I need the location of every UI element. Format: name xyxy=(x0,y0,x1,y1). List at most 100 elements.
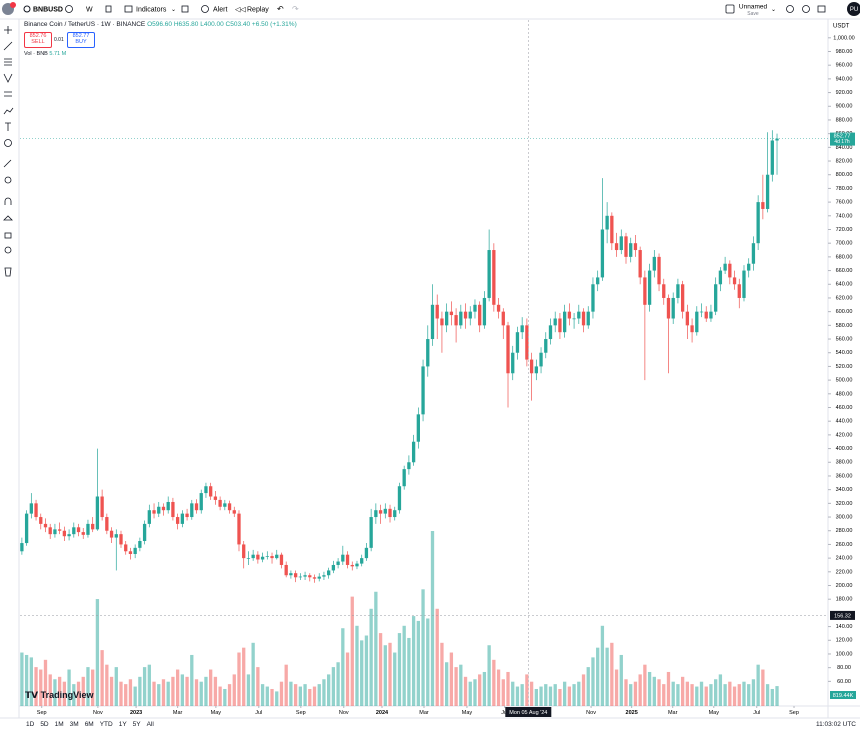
volume-bar xyxy=(657,679,661,706)
volume-bar xyxy=(742,681,746,706)
volume-bar xyxy=(360,640,364,706)
volume-bar xyxy=(48,674,52,706)
volume-bar xyxy=(119,681,123,706)
text-tool[interactable] xyxy=(5,122,11,131)
trend-line-tool[interactable] xyxy=(3,41,13,51)
candle-body xyxy=(171,501,175,518)
replay[interactable]: Replay xyxy=(247,6,269,13)
volume-bar xyxy=(586,667,590,706)
range-button[interactable]: 6M xyxy=(84,721,94,728)
candle-body xyxy=(284,564,288,576)
range-button[interactable]: 1M xyxy=(54,721,64,728)
add-symbol[interactable] xyxy=(65,5,73,13)
range-button[interactable]: YTD xyxy=(99,721,113,728)
draw-mode[interactable] xyxy=(3,215,13,221)
layout-name[interactable]: Unnamed xyxy=(739,4,768,11)
candle-body xyxy=(72,527,76,535)
y-tick-label: 840.00 xyxy=(836,145,853,151)
y-tick-label: 420.00 xyxy=(836,432,853,438)
replay-icon[interactable]: ◁◁ xyxy=(235,6,246,13)
range-button[interactable]: 5Y xyxy=(132,721,141,728)
dropdown[interactable]: ⌄ xyxy=(171,7,176,13)
volume-bar xyxy=(355,625,359,706)
magnet-tool[interactable] xyxy=(4,197,12,205)
candle-body xyxy=(440,318,444,326)
crosshair-tool[interactable] xyxy=(4,26,12,34)
volume-bar xyxy=(279,681,284,706)
search-icon[interactable] xyxy=(23,5,31,13)
quick-search[interactable] xyxy=(786,5,794,13)
symbol[interactable]: BNBUSD xyxy=(33,6,63,13)
icon-tool[interactable] xyxy=(4,139,12,147)
pattern-tool[interactable] xyxy=(3,73,13,83)
volume-bar xyxy=(218,686,222,706)
volume-bar xyxy=(138,676,142,706)
candle-body xyxy=(24,513,29,544)
candle-body xyxy=(76,527,81,533)
alert-icon[interactable] xyxy=(201,5,209,13)
candle-body xyxy=(704,311,708,319)
hide-tool[interactable] xyxy=(4,246,12,254)
y-tick-label: 140.00 xyxy=(836,624,853,630)
chart-type[interactable] xyxy=(105,5,112,13)
indicators[interactable]: Indicators xyxy=(136,6,167,13)
layout-icon[interactable] xyxy=(725,4,735,14)
candle-body xyxy=(596,277,600,285)
interval[interactable]: W xyxy=(86,6,93,13)
candle-body xyxy=(430,304,435,340)
volume-bar xyxy=(157,684,161,706)
candle-body xyxy=(147,510,151,524)
redo[interactable]: ↷ xyxy=(292,5,299,14)
candle-body xyxy=(152,510,156,514)
volume-bar xyxy=(619,654,623,706)
range-button[interactable]: 1D xyxy=(26,721,35,728)
y-tick-label: 120.00 xyxy=(836,638,853,644)
range-button[interactable]: 3M xyxy=(69,721,79,728)
candle-body xyxy=(124,544,128,552)
candle-body xyxy=(166,501,170,511)
volume-bar xyxy=(364,635,369,706)
avatar[interactable] xyxy=(847,2,860,16)
brush-tool[interactable] xyxy=(3,107,14,115)
dropdown[interactable]: ⌄ xyxy=(771,7,776,13)
volume-bar xyxy=(506,671,510,706)
candle-body xyxy=(765,174,770,209)
crosshair-x-label: Mon 05 Aug '24 xyxy=(509,710,547,716)
candle-body xyxy=(265,556,269,557)
settings[interactable] xyxy=(802,5,810,13)
candle-body xyxy=(53,529,57,535)
snapshot[interactable] xyxy=(817,5,826,13)
ruler-tool[interactable] xyxy=(3,159,12,168)
undo[interactable]: ↶ xyxy=(277,5,284,14)
delete-tool[interactable] xyxy=(4,267,12,277)
candle-body xyxy=(638,250,642,278)
projection-tool[interactable] xyxy=(4,91,12,97)
lock-tool[interactable] xyxy=(4,232,12,239)
zoom-tool[interactable] xyxy=(4,176,12,184)
x-tick-label: Jul xyxy=(501,710,508,716)
y-tick-label: 360.00 xyxy=(836,473,853,479)
volume-bar xyxy=(109,676,114,706)
range-button[interactable]: 5D xyxy=(40,721,49,728)
candle-body xyxy=(558,318,562,333)
candle-body xyxy=(393,510,397,518)
volume-bar xyxy=(369,608,373,706)
candle-body xyxy=(610,215,614,244)
volume-bar xyxy=(718,674,723,706)
sell-button[interactable]: 852.76 SELL xyxy=(24,32,52,48)
buy-button[interactable]: 852.77 BUY xyxy=(67,32,95,48)
volume-bar xyxy=(539,686,543,706)
volume-bar xyxy=(482,671,487,706)
volume-bar xyxy=(440,642,444,706)
indicators-icon[interactable] xyxy=(124,5,133,13)
alert[interactable]: Alert xyxy=(213,6,227,13)
volume-bar xyxy=(209,669,213,706)
x-tick-label: Nov xyxy=(586,710,596,716)
templates[interactable] xyxy=(181,5,189,13)
range-button[interactable]: 1Y xyxy=(118,721,127,728)
candle-body xyxy=(586,311,590,326)
range-button[interactable]: All xyxy=(146,721,154,728)
candle-body xyxy=(614,243,619,251)
fib-tool[interactable] xyxy=(4,58,12,66)
